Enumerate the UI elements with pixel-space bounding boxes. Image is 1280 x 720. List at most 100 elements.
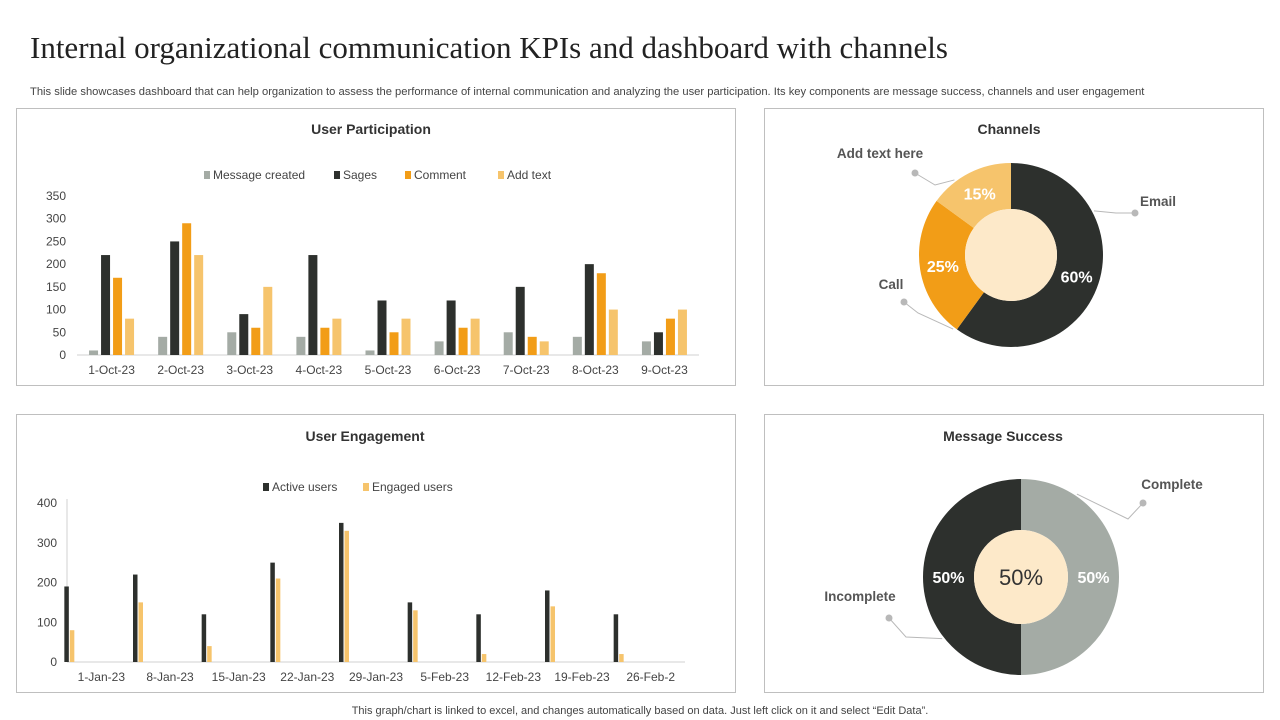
y-tick-label: 400 xyxy=(37,496,57,510)
bar-add-text-5-oct-23 xyxy=(401,318,411,355)
slice-value-complete: 50% xyxy=(1077,570,1109,587)
bar-message-created-1-oct-23 xyxy=(89,350,99,355)
x-tick-label: 8-Jan-23 xyxy=(146,670,194,684)
legend-label-comment: Comment xyxy=(414,168,467,182)
x-tick-label: 5-Oct-23 xyxy=(365,363,412,377)
bar-active-users-5-feb-23 xyxy=(407,602,413,662)
callout-dot-complete xyxy=(1139,499,1147,507)
bar-active-users-1-jan-23 xyxy=(64,586,69,662)
y-tick-label: 250 xyxy=(46,234,66,248)
slice-value-incomplete: 50% xyxy=(932,570,964,587)
callout-line-add-text-here xyxy=(914,172,955,186)
slice-incomplete xyxy=(923,479,1021,675)
bar-comment-3-oct-23 xyxy=(251,327,261,355)
bar-sages-5-oct-23 xyxy=(377,300,387,355)
bar-message-created-6-oct-23 xyxy=(434,341,444,355)
bar-active-users-19-feb-23 xyxy=(545,590,550,662)
bar-sages-9-oct-23 xyxy=(653,332,663,355)
x-tick-label: 5-Feb-23 xyxy=(420,670,469,684)
callout-label-complete: Complete xyxy=(1141,477,1203,492)
y-tick-label: 50 xyxy=(53,325,67,339)
bar-add-text-1-oct-23 xyxy=(125,318,135,355)
bar-message-created-8-oct-23 xyxy=(572,336,582,355)
legend-swatch-message-created xyxy=(204,171,210,179)
y-tick-label: 0 xyxy=(59,348,66,362)
legend-swatch-add-text xyxy=(498,171,504,179)
legend-label-active-users: Active users xyxy=(272,480,337,494)
bar-add-text-4-oct-23 xyxy=(332,318,342,355)
bar-message-created-2-oct-23 xyxy=(158,336,168,355)
callout-line-call xyxy=(903,301,954,330)
legend-swatch-sages xyxy=(334,171,340,179)
callout-line-email xyxy=(1093,210,1135,214)
bar-engaged-users-15-jan-23 xyxy=(207,646,212,662)
callout-label-incomplete: Incomplete xyxy=(824,589,896,604)
x-tick-label: 9-Oct-23 xyxy=(641,363,688,377)
bar-engaged-users-29-jan-23 xyxy=(344,530,349,662)
bar-active-users-8-jan-23 xyxy=(133,574,138,662)
callout-line-complete xyxy=(1076,493,1144,520)
bar-add-text-3-oct-23 xyxy=(263,286,273,355)
legend-label-engaged-users: Engaged users xyxy=(372,480,453,494)
bar-active-users-29-jan-23 xyxy=(339,522,344,662)
center-label: 50% xyxy=(999,565,1043,590)
y-tick-label: 200 xyxy=(46,257,66,271)
slice-add-text-here xyxy=(936,163,1011,228)
bar-engaged-users-22-jan-23 xyxy=(275,578,281,662)
bar-sages-4-oct-23 xyxy=(308,255,318,355)
y-tick-label: 100 xyxy=(46,303,66,317)
bar-message-created-3-oct-23 xyxy=(227,332,237,355)
callout-dot-call xyxy=(900,298,908,306)
bar-sages-7-oct-23 xyxy=(515,286,525,355)
bar-engaged-users-5-feb-23 xyxy=(413,610,418,662)
bar-message-created-9-oct-23 xyxy=(641,341,651,355)
legend-label-sages: Sages xyxy=(343,168,377,182)
bar-engaged-users-26-feb-2 xyxy=(619,654,624,662)
bar-add-text-7-oct-23 xyxy=(539,341,549,355)
x-tick-label: 4-Oct-23 xyxy=(296,363,343,377)
bar-comment-2-oct-23 xyxy=(182,223,192,355)
callout-dot-email xyxy=(1131,209,1139,217)
bar-sages-3-oct-23 xyxy=(239,314,249,355)
bar-sages-6-oct-23 xyxy=(446,300,456,355)
x-tick-label: 1-Oct-23 xyxy=(88,363,135,377)
channels-panel: Channels 60% Email 25% Call 15% Add text here xyxy=(764,108,1264,386)
x-tick-label: 15-Jan-23 xyxy=(212,670,266,684)
bar-comment-7-oct-23 xyxy=(527,336,537,355)
x-tick-label: 19-Feb-23 xyxy=(554,670,610,684)
chart-title: User Participation xyxy=(311,121,431,137)
bar-engaged-users-19-feb-23 xyxy=(550,606,555,662)
y-tick-label: 300 xyxy=(37,536,57,550)
callout-label-add-text-here: Add text here xyxy=(837,146,924,161)
bar-sages-8-oct-23 xyxy=(584,264,594,355)
callout-dot-add-text-here xyxy=(911,169,919,177)
bar-add-text-9-oct-23 xyxy=(677,309,687,355)
donut-center xyxy=(974,530,1068,624)
y-tick-label: 150 xyxy=(46,280,66,294)
y-tick-label: 200 xyxy=(37,576,57,590)
bar-message-created-5-oct-23 xyxy=(365,350,375,355)
x-tick-label: 1-Jan-23 xyxy=(78,670,126,684)
page-title: Internal organizational communication KP… xyxy=(30,30,948,65)
slice-call xyxy=(919,200,984,330)
message-success-chart: Message Success 50% Complete 50% Incomplete 5… xyxy=(824,428,1203,675)
legend-swatch-active-users xyxy=(263,483,269,491)
x-tick-label: 7-Oct-23 xyxy=(503,363,550,377)
bar-engaged-users-12-feb-23 xyxy=(481,654,487,662)
x-tick-label: 3-Oct-23 xyxy=(226,363,273,377)
bar-comment-5-oct-23 xyxy=(389,332,399,355)
chart-title: Message Success xyxy=(943,428,1063,444)
legend-swatch-engaged-users xyxy=(363,483,369,491)
donut-center xyxy=(965,209,1057,301)
bar-add-text-8-oct-23 xyxy=(608,309,618,355)
user-participation-chart: User Participation Message created Sages Co… xyxy=(46,121,699,377)
bar-active-users-15-jan-23 xyxy=(201,614,207,662)
x-tick-label: 6-Oct-23 xyxy=(434,363,481,377)
bar-sages-1-oct-23 xyxy=(101,255,111,355)
callout-label-email: Email xyxy=(1140,194,1176,209)
user-engagement-panel: User Engagement Active users Engaged users… xyxy=(16,414,736,693)
chart-title: Channels xyxy=(977,121,1040,137)
slice-email xyxy=(956,163,1103,347)
x-tick-label: 8-Oct-23 xyxy=(572,363,619,377)
legend-label-message-created: Message created xyxy=(213,168,305,182)
